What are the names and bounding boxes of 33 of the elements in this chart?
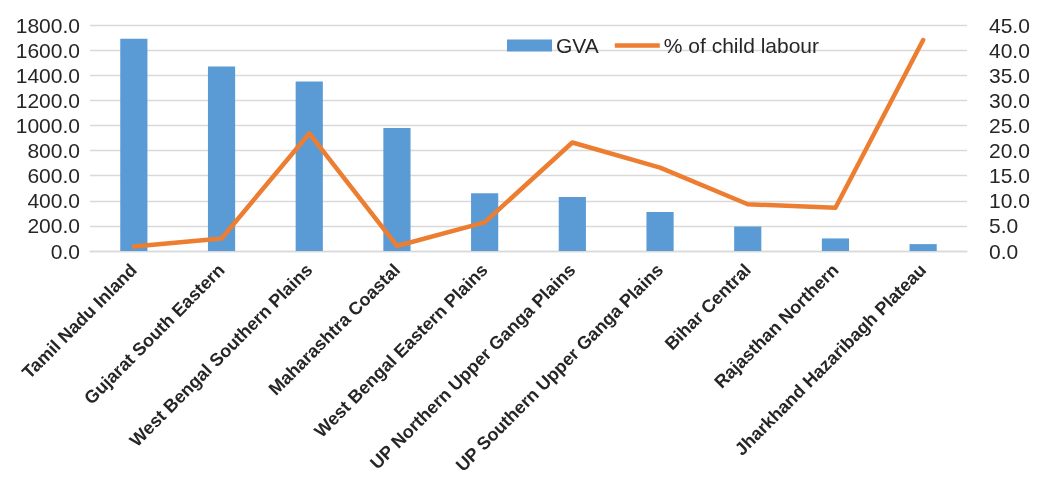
bar [909,244,937,251]
bar [383,127,411,251]
y2-tick-label: 10.0 [989,189,1030,213]
bar [734,226,762,251]
y-tick-label: 1200.0 [15,88,80,112]
y2-tick-label: 20.0 [989,139,1030,163]
y2-tick-label: 15.0 [989,164,1030,188]
y2-tick-label: 5.0 [989,214,1019,238]
bar [295,81,323,251]
bar [558,197,586,251]
bar [207,66,236,251]
legend-label: GVA [556,34,599,57]
y2-tick-label: 40.0 [989,38,1030,62]
bar [120,38,148,251]
y-tick-label: 1600.0 [15,38,80,62]
y-tick-label: 400.0 [27,189,80,213]
bar [821,238,850,251]
y-tick-label: 0.0 [50,239,80,263]
y-tick-label: 1800.0 [15,13,80,37]
y-tick-label: 1400.0 [15,63,80,87]
y-tick-label: 600.0 [27,164,80,188]
y2-tick-label: 45.0 [989,13,1030,37]
y-tick-label: 200.0 [27,214,80,238]
y2-tick-label: 0.0 [989,239,1019,263]
bar [646,212,674,251]
legend-label: % of child labour [663,34,820,57]
y2-tick-label: 25.0 [989,113,1030,137]
y-tick-label: 800.0 [27,139,80,163]
line-series [131,37,926,249]
y-tick-label: 1000.0 [15,113,80,137]
y2-tick-label: 30.0 [989,88,1030,112]
y2-tick-label: 35.0 [989,63,1030,87]
bar [471,193,499,251]
